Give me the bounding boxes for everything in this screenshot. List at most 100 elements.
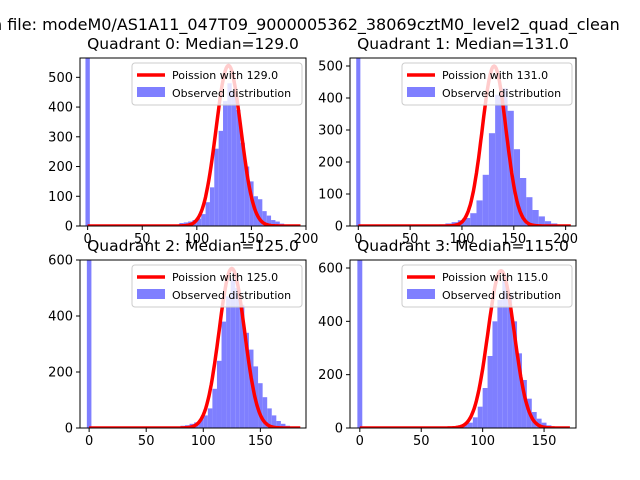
x-tick-label: 100 bbox=[191, 434, 216, 449]
axes-frame bbox=[349, 259, 577, 429]
y-tick-label: 0 bbox=[335, 220, 343, 235]
hist-bar bbox=[488, 133, 496, 226]
hist-bar bbox=[464, 218, 471, 226]
hist-bar bbox=[85, 58, 90, 226]
hist-bar bbox=[526, 197, 533, 226]
x-tick-label: 150 bbox=[532, 434, 557, 449]
y-tick-label: 0 bbox=[65, 220, 73, 235]
legend-label: Poission with 115.0 bbox=[442, 271, 548, 284]
hist-bar bbox=[221, 321, 227, 428]
y-tick-label: 0 bbox=[65, 422, 73, 437]
subplot-title: Quadrant 3: Median=115.0 bbox=[357, 237, 569, 255]
hist-bar bbox=[492, 321, 498, 428]
hist-bar bbox=[248, 349, 254, 428]
hist-bar bbox=[513, 149, 521, 226]
y-tick-label: 300 bbox=[318, 124, 343, 139]
legend-patch-swatch bbox=[407, 289, 435, 299]
hist-bar bbox=[257, 199, 263, 226]
x-tick-label: 0 bbox=[85, 434, 93, 449]
legend-box bbox=[131, 264, 303, 308]
x-tick-label: 100 bbox=[184, 232, 209, 247]
y-tick-label: 0 bbox=[335, 422, 343, 437]
hist-bar bbox=[240, 142, 245, 226]
axes-frame bbox=[79, 57, 307, 227]
y-tick-label: 200 bbox=[48, 160, 73, 175]
hist-bar bbox=[244, 332, 249, 428]
y-tick-label: 300 bbox=[48, 130, 73, 145]
x-tick-label: 100 bbox=[450, 232, 475, 247]
hist-bar bbox=[502, 278, 508, 428]
hist-bar bbox=[262, 211, 267, 226]
subplot-3: 0 50 100 150 0 200 400 600 Quadrant 3: Median=11… bbox=[318, 237, 577, 449]
hist-bar bbox=[271, 415, 277, 428]
y-tick-label: 100 bbox=[318, 188, 343, 203]
hist-bar bbox=[517, 353, 522, 428]
hist-bar bbox=[196, 218, 202, 226]
hist-bar bbox=[280, 423, 286, 428]
hist-bar bbox=[201, 214, 206, 226]
hist-bar bbox=[216, 360, 222, 428]
hist-bar bbox=[495, 94, 502, 226]
x-tick-label: 200 bbox=[553, 232, 578, 247]
hist-bar bbox=[207, 408, 213, 428]
hist-bar bbox=[544, 221, 552, 226]
y-tick-label: 500 bbox=[318, 60, 343, 75]
legend-box bbox=[401, 264, 573, 308]
legend: Poission with 131.0 Observed distribution bbox=[401, 62, 573, 106]
hist-bar bbox=[357, 260, 363, 428]
hist-bar bbox=[226, 296, 231, 428]
hist-bar bbox=[212, 388, 217, 428]
hist-bar bbox=[271, 220, 276, 226]
hist-bar bbox=[214, 148, 219, 226]
x-tick-label: 150 bbox=[248, 434, 273, 449]
x-tick-label: 50 bbox=[402, 232, 419, 247]
subplot-title: Quadrant 2: Median=125.0 bbox=[87, 237, 299, 255]
hist-bar bbox=[356, 58, 361, 226]
hist-bar bbox=[512, 321, 518, 428]
hist-bar bbox=[266, 215, 272, 226]
hist-bar bbox=[275, 221, 280, 226]
subplot-title: Quadrant 1: Median=131.0 bbox=[357, 35, 569, 53]
hist-bar bbox=[497, 300, 503, 428]
x-tick-label: 150 bbox=[501, 232, 526, 247]
hist-bar bbox=[487, 356, 493, 428]
legend-label: Observed distribution bbox=[442, 87, 561, 100]
x-tick-label: 50 bbox=[413, 434, 430, 449]
legend-label: Poission with 125.0 bbox=[172, 271, 278, 284]
hist-bar bbox=[203, 415, 208, 428]
hist-bar bbox=[521, 380, 527, 428]
x-tick-label: 0 bbox=[354, 232, 362, 247]
hist-bar bbox=[86, 260, 92, 428]
x-tick-label: 200 bbox=[294, 232, 319, 247]
y-tick-label: 500 bbox=[48, 71, 73, 86]
poisson-curve bbox=[359, 268, 571, 428]
hist-bar bbox=[209, 187, 215, 226]
legend-box bbox=[131, 62, 303, 106]
hist-bar bbox=[239, 304, 245, 428]
x-tick-label: 50 bbox=[134, 232, 151, 247]
hist-bar bbox=[482, 388, 488, 428]
hist-bar bbox=[541, 422, 547, 428]
legend-label: Observed distribution bbox=[442, 289, 561, 302]
legend: Poission with 125.0 Observed distribution bbox=[131, 264, 303, 308]
y-tick-label: 200 bbox=[318, 156, 343, 171]
hist-bar bbox=[472, 417, 478, 428]
hist-bar bbox=[227, 83, 232, 226]
hist-bar bbox=[236, 110, 241, 226]
subplot-2: 0 50 100 150 0 200 400 600 Quadrant 2: Median=12… bbox=[48, 237, 307, 449]
plot-area-3 bbox=[357, 260, 571, 428]
hist-bar bbox=[482, 174, 489, 226]
hist-bar bbox=[244, 166, 250, 226]
axes-frame bbox=[349, 57, 577, 227]
hist-bar bbox=[231, 90, 237, 226]
legend-box bbox=[401, 62, 573, 106]
hist-bar bbox=[467, 422, 473, 428]
hist-bar bbox=[230, 279, 236, 428]
legend-patch-swatch bbox=[137, 87, 165, 97]
x-tick-label: 100 bbox=[470, 434, 495, 449]
y-tick-label: 400 bbox=[48, 101, 73, 116]
hist-bar bbox=[262, 397, 268, 428]
hist-bar bbox=[476, 200, 483, 226]
hist-bar bbox=[258, 383, 263, 428]
x-tick-label: 0 bbox=[84, 232, 92, 247]
